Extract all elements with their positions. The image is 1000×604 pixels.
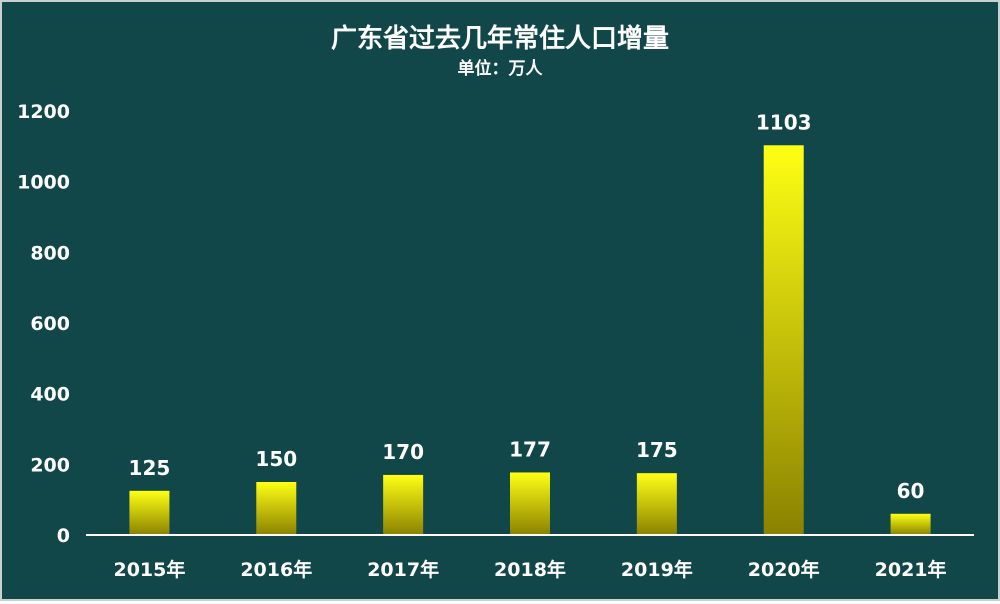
bar <box>383 474 424 535</box>
y-tick-label: 600 <box>30 313 70 335</box>
x-tick-label: 2016年 <box>240 558 312 581</box>
y-tick-label: 1000 <box>17 172 70 194</box>
data-label: 150 <box>255 447 297 471</box>
x-tick-label: 2019年 <box>621 558 693 581</box>
bar <box>510 472 550 535</box>
bar <box>890 513 931 535</box>
y-tick-label: 800 <box>30 242 70 264</box>
data-label: 170 <box>382 440 424 464</box>
bar <box>256 482 297 535</box>
x-tick-label: 2015年 <box>113 558 185 581</box>
y-tick-label: 0 <box>57 525 70 547</box>
bar <box>763 145 804 536</box>
y-tick-label: 400 <box>30 384 70 406</box>
x-tick-label: 2018年 <box>494 558 566 581</box>
data-labels: 125 150 170 177 175 1103 60 <box>129 110 925 503</box>
bar <box>636 473 677 535</box>
y-tick-label: 1200 <box>17 101 70 123</box>
data-label: 125 <box>129 456 171 480</box>
bar <box>129 490 170 535</box>
data-label: 177 <box>509 437 551 461</box>
x-axis-ticks: 2015年 2016年 2017年 2018年 2019年 2020年 2021年 <box>113 558 946 581</box>
x-tick-label: 2021年 <box>875 558 947 581</box>
x-tick-label: 2020年 <box>748 558 820 581</box>
x-tick-label: 2017年 <box>367 558 439 581</box>
bars <box>129 145 931 536</box>
y-axis-ticks: 0 200 400 600 800 1000 1200 <box>17 101 70 547</box>
data-label: 60 <box>897 479 925 503</box>
chart-subtitle: 单位：万人 <box>458 58 544 79</box>
y-tick-label: 200 <box>30 454 70 476</box>
data-label: 175 <box>636 438 678 462</box>
data-label: 1103 <box>756 110 812 134</box>
chart-title: 广东省过去几年常住人口增量 <box>331 23 669 54</box>
